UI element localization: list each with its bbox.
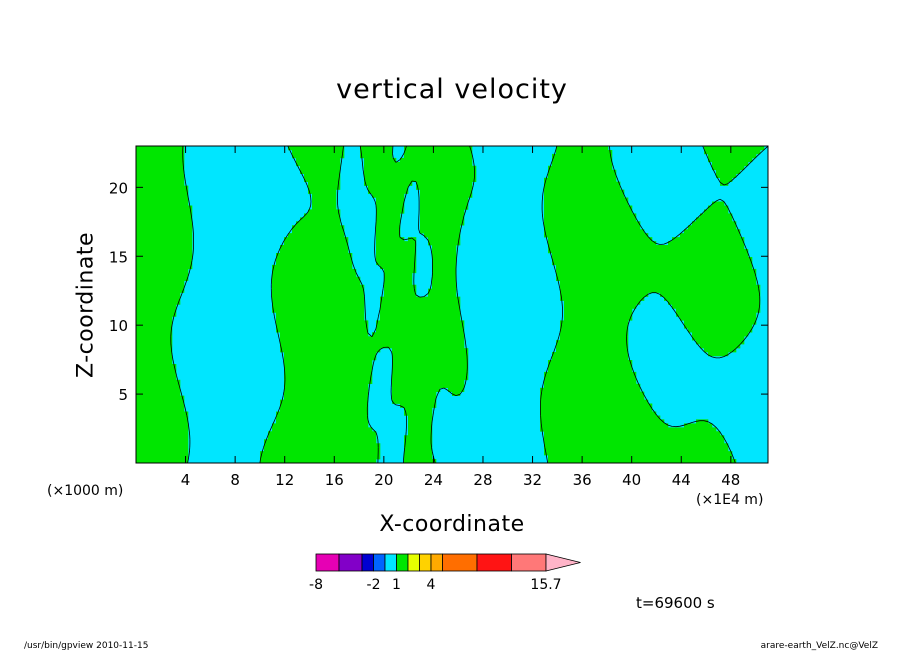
x-tick-label: 16 xyxy=(325,471,344,489)
y-tick-label: 5 xyxy=(118,386,128,404)
colorbar-segment xyxy=(511,553,547,572)
colorbar-label: 15.7 xyxy=(530,577,561,593)
x-tick-label: 20 xyxy=(374,471,393,489)
colorbar-segment xyxy=(430,553,443,572)
colorbar-segment xyxy=(407,553,420,572)
colorbar-segment xyxy=(476,553,512,572)
y-tick-label: 10 xyxy=(109,317,128,335)
positive-region xyxy=(136,146,765,463)
colorbar-segment xyxy=(315,553,340,572)
x-tick-label: 28 xyxy=(473,471,492,489)
time-label: t=69600 s xyxy=(636,594,715,612)
chart-title: vertical velocity xyxy=(336,74,568,105)
colorbar-triangle xyxy=(545,553,581,572)
y-tick-label: 15 xyxy=(109,248,128,266)
footer-right-text: arare-earth_VelZ.nc@VelZ xyxy=(760,641,878,651)
x-tick-label: 44 xyxy=(672,471,691,489)
x-tick-label: 12 xyxy=(275,471,294,489)
colorbar-label: 4 xyxy=(427,577,436,593)
colorbar-segment xyxy=(384,553,397,572)
x-tick-label: 4 xyxy=(181,471,191,489)
colorbar-segment xyxy=(373,553,386,572)
colorbar-segment xyxy=(361,553,374,572)
contour-field xyxy=(136,146,768,463)
colorbar-segment xyxy=(442,553,478,572)
footer-left-text: /usr/bin/gpview 2010-11-15 xyxy=(24,641,149,651)
colorbar-segment xyxy=(338,553,363,572)
colorbar-label: -8 xyxy=(309,577,323,593)
x-tick-label: 40 xyxy=(622,471,641,489)
x-tick-label: 48 xyxy=(721,471,740,489)
y-tick-label: 20 xyxy=(109,179,128,197)
y-axis-label: Z-coordinate xyxy=(73,232,99,378)
contour-lines xyxy=(170,146,768,463)
x-unit-note: (×1000 m) xyxy=(47,483,124,499)
plot-frame xyxy=(135,145,769,464)
x-tick-label: 36 xyxy=(573,471,592,489)
colorbar-label: -2 xyxy=(367,577,381,593)
x-axis-label: X-coordinate xyxy=(379,512,525,537)
colorbar-segment xyxy=(396,553,409,572)
colorbar-label: 1 xyxy=(392,577,401,593)
x-tick-label: 24 xyxy=(424,471,443,489)
colorbar-segment xyxy=(419,553,432,572)
x-tick-label: 32 xyxy=(523,471,542,489)
x-scale-note: (×1E4 m) xyxy=(696,492,764,508)
x-tick-label: 8 xyxy=(230,471,240,489)
